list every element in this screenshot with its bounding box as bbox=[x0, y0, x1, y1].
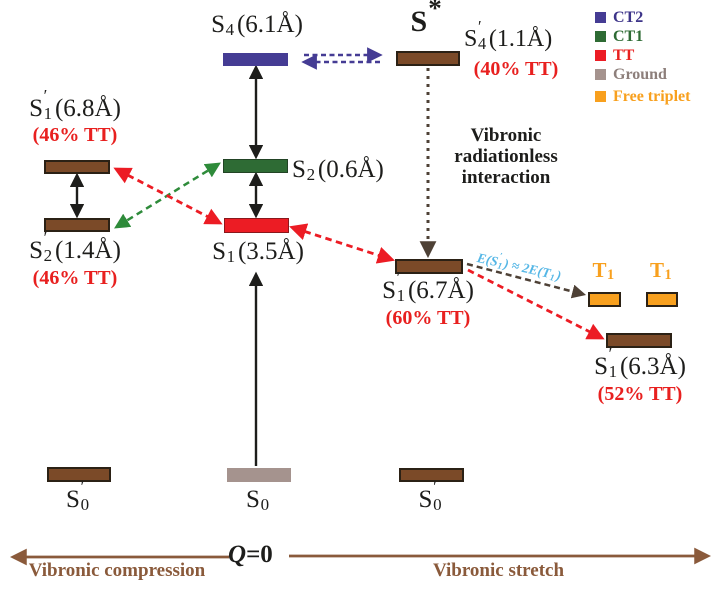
legend-label-ct2: CT2 bbox=[613, 8, 644, 26]
state-label-s2-prime-14: S ′ 2 (1.4Å) bbox=[29, 228, 121, 265]
level-bar-t1-a bbox=[588, 292, 621, 307]
tt-fraction-s1-prime-68: (46% TT) bbox=[32, 124, 118, 146]
level-bar-s2-ct1 bbox=[223, 159, 288, 173]
legend-swatch-free-triplet bbox=[595, 91, 606, 102]
tt-fraction-s1-prime-63: (52% TT) bbox=[597, 383, 683, 405]
state-label-s4-prime: S ′ 4 (1.1Å) bbox=[464, 17, 553, 54]
state-label-s1-prime-68: S ′ 1 (6.8Å) bbox=[29, 86, 121, 123]
state-label-s2: S 2 (0.6Å) bbox=[292, 156, 384, 184]
legend-swatch-ct2 bbox=[595, 12, 606, 23]
level-bar-s0-prime-right bbox=[399, 468, 464, 482]
legend-label-tt: TT bbox=[613, 46, 635, 64]
legend-swatch-ground bbox=[595, 69, 606, 80]
radiationless-annotation: Vibronic radiationless interaction bbox=[454, 125, 558, 188]
legend-swatch-ct1 bbox=[595, 31, 606, 42]
legend-label-free-triplet: Free triplet bbox=[613, 87, 691, 105]
level-bar-s-star bbox=[396, 51, 460, 66]
legend-item-ground: Ground bbox=[595, 65, 690, 84]
level-bar-s0-ground bbox=[227, 468, 291, 482]
tt-fraction-s2-prime-14: (46% TT) bbox=[32, 267, 118, 289]
legend-swatch-tt bbox=[595, 50, 606, 61]
level-bar-s4-ct2 bbox=[223, 53, 288, 66]
legend-item-ct1: CT1 bbox=[595, 27, 690, 46]
arrow-s1p68-s1 bbox=[113, 167, 223, 225]
state-label-s1-prime-63: S ′ 1 (6.3Å) bbox=[594, 344, 686, 381]
axis-label-compression: Vibronic compression bbox=[28, 560, 206, 581]
state-label-s0-prime-left: S ′ 0 bbox=[66, 477, 90, 514]
legend: CT2 CT1 TT Ground Free triplet bbox=[595, 8, 690, 106]
legend-item-free-triplet: Free triplet bbox=[595, 87, 690, 106]
tt-fraction-s4-prime: (40% TT) bbox=[473, 58, 559, 80]
tt-fraction-s1-prime-67: (60% TT) bbox=[385, 307, 471, 329]
state-label-s0-prime-right: S ′ 0 bbox=[418, 477, 442, 514]
level-bar-s1-prime-63 bbox=[606, 333, 672, 348]
level-bar-s2-prime-14 bbox=[44, 218, 110, 232]
legend-label-ground: Ground bbox=[613, 65, 667, 83]
arrow-s1-s1p67 bbox=[289, 223, 395, 264]
level-bar-s1-tt bbox=[224, 218, 289, 233]
level-bar-s0-prime-left bbox=[47, 467, 111, 482]
state-label-s-star: S * bbox=[410, 0, 442, 38]
arrow-s1p67-s1p63 bbox=[467, 268, 605, 340]
q-symbol: Q bbox=[228, 541, 247, 568]
q-zero-label: Q=0 bbox=[228, 541, 273, 569]
q-value: =0 bbox=[246, 541, 273, 568]
level-bar-s1-prime-68 bbox=[44, 160, 110, 174]
legend-item-tt: TT bbox=[595, 46, 690, 65]
axis-label-stretch: Vibronic stretch bbox=[432, 560, 565, 581]
level-bar-s1-prime-67 bbox=[395, 259, 463, 274]
level-bar-t1-b bbox=[646, 292, 678, 307]
state-label-s4: S 4 (6.1Å) bbox=[211, 11, 303, 39]
legend-label-ct1: CT1 bbox=[613, 27, 644, 45]
state-label-s1: S 1 (3.5Å) bbox=[212, 238, 304, 266]
legend-item-ct2: CT2 bbox=[595, 8, 690, 27]
state-label-s1-prime-67: S ′ 1 (6.7Å) bbox=[382, 268, 474, 305]
